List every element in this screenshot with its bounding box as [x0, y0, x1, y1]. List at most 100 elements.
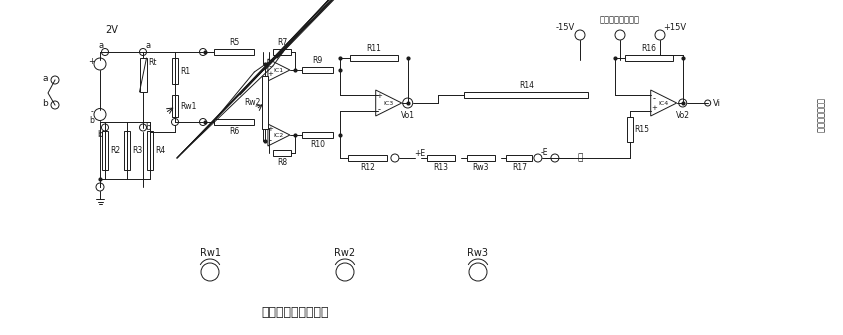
Circle shape [94, 109, 106, 121]
Bar [464, 92, 588, 98]
Text: b: b [145, 123, 151, 132]
Text: R6: R6 [229, 127, 239, 136]
Circle shape [403, 98, 413, 108]
Text: R16: R16 [642, 44, 657, 53]
Bar [467, 155, 495, 161]
Text: Vo1: Vo1 [400, 111, 415, 120]
Text: R10: R10 [310, 140, 325, 149]
Circle shape [200, 119, 207, 126]
Text: -: - [269, 62, 272, 71]
Text: IC1: IC1 [274, 67, 284, 72]
Bar [273, 49, 291, 55]
Text: -: - [91, 107, 94, 116]
Bar [350, 55, 398, 61]
Circle shape [101, 124, 109, 131]
Text: Rw2: Rw2 [244, 98, 261, 107]
Text: R4: R4 [155, 146, 165, 155]
Bar [124, 131, 130, 171]
Text: 接主控箱数显表: 接主控箱数显表 [815, 97, 824, 133]
Text: R9: R9 [312, 56, 323, 65]
Text: Rw2: Rw2 [335, 248, 356, 258]
Bar [262, 76, 268, 129]
Circle shape [51, 101, 59, 109]
Text: Rw3: Rw3 [468, 248, 488, 258]
Bar [302, 67, 333, 73]
Circle shape [550, 154, 559, 162]
Bar [626, 55, 673, 61]
Circle shape [101, 49, 109, 56]
Bar [627, 117, 633, 142]
Text: +: + [89, 57, 95, 66]
Text: +: + [267, 126, 273, 132]
Text: -E: -E [540, 147, 548, 156]
Text: Rw1: Rw1 [180, 102, 196, 111]
Circle shape [534, 154, 542, 162]
Text: 地: 地 [578, 153, 583, 162]
Circle shape [51, 76, 59, 84]
Circle shape [139, 49, 147, 56]
Circle shape [201, 263, 219, 281]
Text: -: - [269, 136, 272, 145]
Circle shape [705, 100, 711, 106]
Circle shape [94, 58, 106, 70]
Text: +: + [267, 71, 273, 77]
Circle shape [679, 99, 687, 107]
Text: R11: R11 [367, 44, 381, 53]
Text: +: + [376, 93, 382, 99]
Bar [102, 131, 108, 171]
Circle shape [469, 263, 487, 281]
Bar [273, 150, 291, 156]
Polygon shape [268, 59, 290, 81]
Text: a: a [42, 73, 48, 82]
Text: R2: R2 [110, 146, 120, 155]
Text: +15V: +15V [663, 22, 686, 31]
Text: -15V: -15V [556, 22, 575, 31]
Text: b: b [97, 130, 103, 139]
Text: R12: R12 [360, 163, 375, 172]
Bar [213, 119, 255, 125]
Bar [172, 58, 178, 84]
Circle shape [655, 30, 665, 40]
Text: b: b [89, 116, 94, 125]
Text: R14: R14 [518, 81, 534, 90]
Text: -: - [378, 105, 380, 114]
Circle shape [200, 49, 207, 56]
Text: Vi: Vi [712, 98, 721, 108]
Text: IC4: IC4 [658, 100, 668, 106]
Text: R1: R1 [180, 67, 190, 75]
Bar [172, 95, 178, 117]
Text: Rw3: Rw3 [473, 163, 489, 172]
Polygon shape [376, 90, 402, 116]
Polygon shape [651, 90, 677, 116]
Text: R7: R7 [277, 38, 287, 47]
Circle shape [336, 263, 354, 281]
Text: 2V: 2V [105, 25, 118, 35]
Text: Rw1: Rw1 [200, 248, 221, 258]
Text: R13: R13 [433, 163, 448, 172]
Bar [213, 49, 255, 55]
Text: IC2: IC2 [274, 133, 284, 137]
Text: R17: R17 [512, 163, 527, 172]
Text: R8: R8 [277, 158, 287, 167]
Circle shape [171, 119, 179, 126]
Bar [348, 155, 387, 161]
Text: IC3: IC3 [384, 100, 394, 106]
Text: 接主控箱电源输出: 接主控箱电源输出 [600, 15, 640, 24]
Circle shape [391, 154, 399, 162]
Text: R5: R5 [229, 38, 239, 47]
Text: Rt: Rt [148, 58, 157, 67]
Text: +: + [651, 105, 657, 111]
Text: +E: +E [415, 148, 426, 157]
Circle shape [96, 183, 104, 191]
Text: a: a [99, 41, 104, 50]
Text: 热电阻测温特性实验: 热电阻测温特性实验 [261, 307, 329, 320]
Circle shape [139, 124, 147, 131]
Text: a: a [146, 41, 151, 50]
Bar [427, 155, 455, 161]
Text: Vo2: Vo2 [676, 111, 690, 120]
Polygon shape [268, 124, 290, 146]
Text: -: - [652, 94, 655, 103]
Text: b: b [42, 98, 48, 108]
Bar [507, 155, 532, 161]
Bar [302, 132, 333, 138]
